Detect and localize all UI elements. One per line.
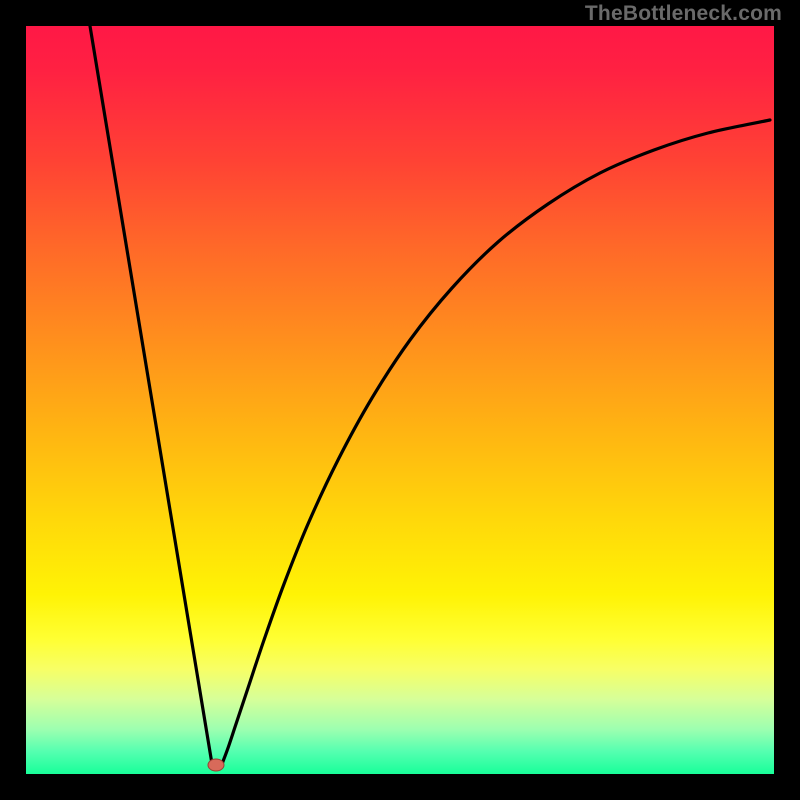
plot-area [26, 26, 774, 774]
optimum-marker [208, 759, 224, 771]
watermark-label: TheBottleneck.com [585, 2, 782, 26]
chart-container: TheBottleneck.com [0, 0, 800, 800]
bottleneck-chart [0, 0, 800, 800]
